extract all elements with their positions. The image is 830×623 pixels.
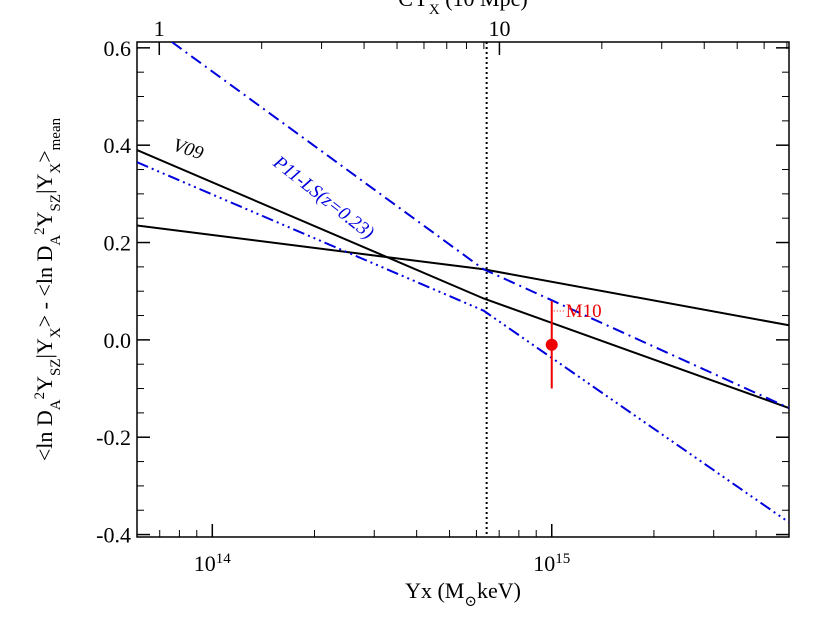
line — [171, 42, 789, 409]
x-axis-label-part: keV) — [477, 578, 521, 603]
y-tick-label: -0.2 — [96, 425, 131, 450]
x2-axis-label-part: CY — [398, 0, 429, 11]
y-axis-label-part: |Y — [32, 174, 57, 194]
y-axis-label: <ln DA2YSZ|YX> - <ln DA2YSZ|YX>mean — [32, 117, 64, 461]
line — [137, 224, 789, 327]
y-axis-label-part: X — [48, 163, 64, 174]
data-point — [545, 338, 558, 351]
x-axis-label-part: ⊙ — [464, 594, 477, 610]
y-axis-label-part: A — [48, 235, 64, 246]
point-label: M10 — [566, 301, 602, 322]
x-tick-label: 1015 — [533, 551, 570, 576]
y-axis-label-part: 2 — [32, 392, 48, 400]
y-axis-label-part: 2 — [32, 227, 48, 235]
y-tick-label: 0.2 — [104, 231, 132, 256]
x2-axis-label-part: Mpc — [475, 0, 521, 11]
x2-axis-label-part: ) — [520, 0, 527, 11]
x2-tick-label: 10 — [488, 16, 510, 41]
y-axis-label-part: > — [32, 150, 57, 162]
y-axis-label-part: A — [48, 399, 64, 410]
y-axis-label-part: |Y — [32, 338, 57, 358]
y-axis-label-part: SZ — [48, 194, 64, 212]
y-axis-label-part: > - <ln D — [32, 246, 57, 328]
x-tick-label: 1014 — [194, 551, 232, 576]
y-axis-label-part: X — [48, 327, 64, 338]
x-tick-exp: 14 — [216, 551, 232, 567]
y-axis-label-part: Y — [32, 376, 57, 392]
x-axis-label-part: Yx (M — [405, 578, 464, 603]
y-tick-label: 0.0 — [104, 328, 132, 353]
y-tick-label: 0.4 — [104, 133, 132, 158]
line — [137, 149, 789, 409]
x2-axis-label-part: X — [429, 2, 440, 18]
x2-axis-label-part: (10 — [440, 0, 475, 11]
x-tick-base: 10 — [533, 551, 555, 576]
x-tick-base: 10 — [194, 551, 216, 576]
y-axis-label-part: <ln D — [32, 410, 57, 461]
line — [137, 161, 789, 524]
y-axis-label-part: mean — [48, 117, 64, 150]
x-axis-label: Yx (M⊙keV) — [405, 578, 521, 610]
annotation: V09 — [170, 135, 206, 165]
x2-axis-label: CYX (10 Mpc) — [398, 0, 527, 18]
plot-frame — [136, 41, 790, 538]
y-axis-label-part: Y — [32, 211, 57, 227]
y-tick-label: 0.6 — [104, 36, 132, 61]
x2-tick-label: 1 — [154, 16, 165, 41]
y-tick-label: -0.4 — [96, 523, 131, 548]
x-tick-exp: 15 — [555, 551, 570, 567]
y-axis-label-part: SZ — [48, 358, 64, 376]
